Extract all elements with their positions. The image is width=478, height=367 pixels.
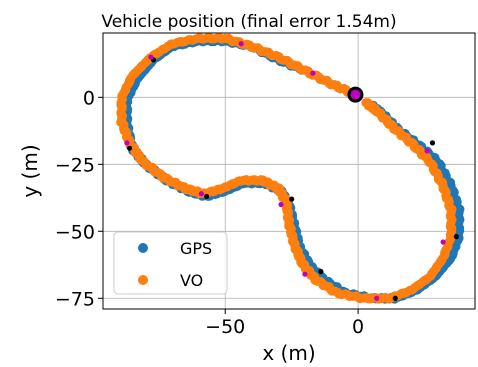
vo-marker [440,239,446,245]
chart-title: Vehicle position (final error 1.54m) [101,12,396,32]
y-tick-label: −75 [55,288,95,310]
legend-gps-swatch [138,243,148,253]
vo-marker [310,70,316,76]
plot-frame [102,32,476,310]
legend: GPS VO [113,231,228,295]
legend-gps-label: GPS [180,239,212,258]
gps-marker [126,145,133,151]
y-axis-label: y (m) [18,144,42,197]
vo-marker [198,191,204,197]
vo-marker [424,148,430,154]
x-tick-label: 0 [352,316,364,338]
legend-vo-label: VO [180,271,203,290]
x-tick-label: −50 [205,316,245,338]
x-axis-label: x (m) [262,341,315,365]
gps-marker [453,234,459,240]
vo-point [361,98,371,108]
gps-marker [392,295,398,301]
vo-marker [238,41,244,47]
gps-marker [204,193,210,200]
start-inner [350,89,361,100]
vo-marker [278,201,284,208]
vo-marker [124,140,130,146]
y-tick-label: −25 [55,154,95,176]
x-ticks [224,309,359,314]
trajectory-markers [124,41,459,301]
vo-marker [374,295,380,301]
y-ticks [98,96,103,299]
legend-vo-swatch [138,275,148,285]
vo-marker [302,271,308,277]
gps-marker [289,196,295,202]
x-tick-labels: −50 0 [205,316,364,338]
gps-marker [318,268,324,275]
y-tick-labels: 0 −25 −50 −75 [55,87,95,310]
vo-marker [148,54,154,60]
y-tick-label: 0 [83,87,95,109]
vo-series [116,32,457,304]
start-point-marker [347,86,364,103]
y-tick-label: −50 [55,221,95,243]
gps-marker [429,140,436,146]
